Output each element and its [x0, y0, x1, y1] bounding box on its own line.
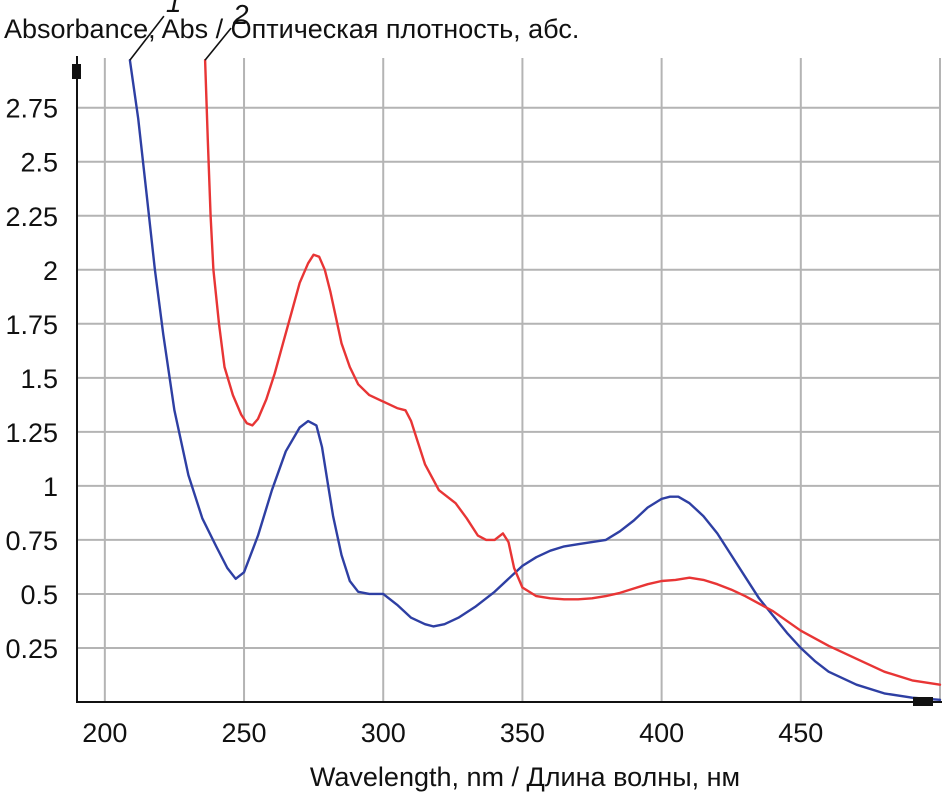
y-axis-title: Absorbance, Abs / Оптическая плотность, …	[4, 14, 579, 44]
y-tick-label: 2.75	[5, 94, 58, 124]
y-tick-label: 0.5	[20, 580, 58, 610]
y-tick-label: 2.5	[20, 148, 58, 178]
series-line-1	[128, 59, 942, 701]
series-lines	[128, 59, 942, 701]
axis-markers	[72, 64, 933, 706]
x-tick-label: 350	[500, 718, 545, 748]
y-tick-label: 1	[43, 472, 58, 502]
y-tick-label: 1.25	[5, 418, 58, 448]
y-tick-label: 0.25	[5, 634, 58, 664]
y-tick-label: 1.5	[20, 364, 58, 394]
x-axis-title: Wavelength, nm / Длина волны, нм	[310, 762, 740, 792]
curve-label-1: 1	[166, 0, 182, 18]
x-tick-label: 300	[361, 718, 406, 748]
series-line-2	[203, 59, 942, 686]
y-tick-label: 0.75	[5, 526, 58, 556]
y-axis-end-marker	[72, 64, 81, 79]
annotation-leader-2	[204, 27, 232, 61]
curve-label-2: 2	[232, 0, 249, 30]
x-tick-label: 250	[222, 718, 267, 748]
x-tick-label: 450	[778, 718, 823, 748]
tick-labels: 200 250 300 350 400 450 0.25 0.5 0.75 1 1.25 1.5 1.7…	[5, 94, 823, 748]
y-tick-label: 2	[43, 256, 58, 286]
x-axis-end-marker	[913, 697, 933, 706]
x-tick-label: 200	[82, 718, 127, 748]
axes	[76, 56, 942, 703]
annotation-leader-1	[129, 15, 165, 61]
x-tick-label: 400	[639, 718, 684, 748]
y-tick-label: 1.75	[5, 310, 58, 340]
grid	[77, 58, 941, 702]
y-tick-label: 2.25	[5, 202, 58, 232]
